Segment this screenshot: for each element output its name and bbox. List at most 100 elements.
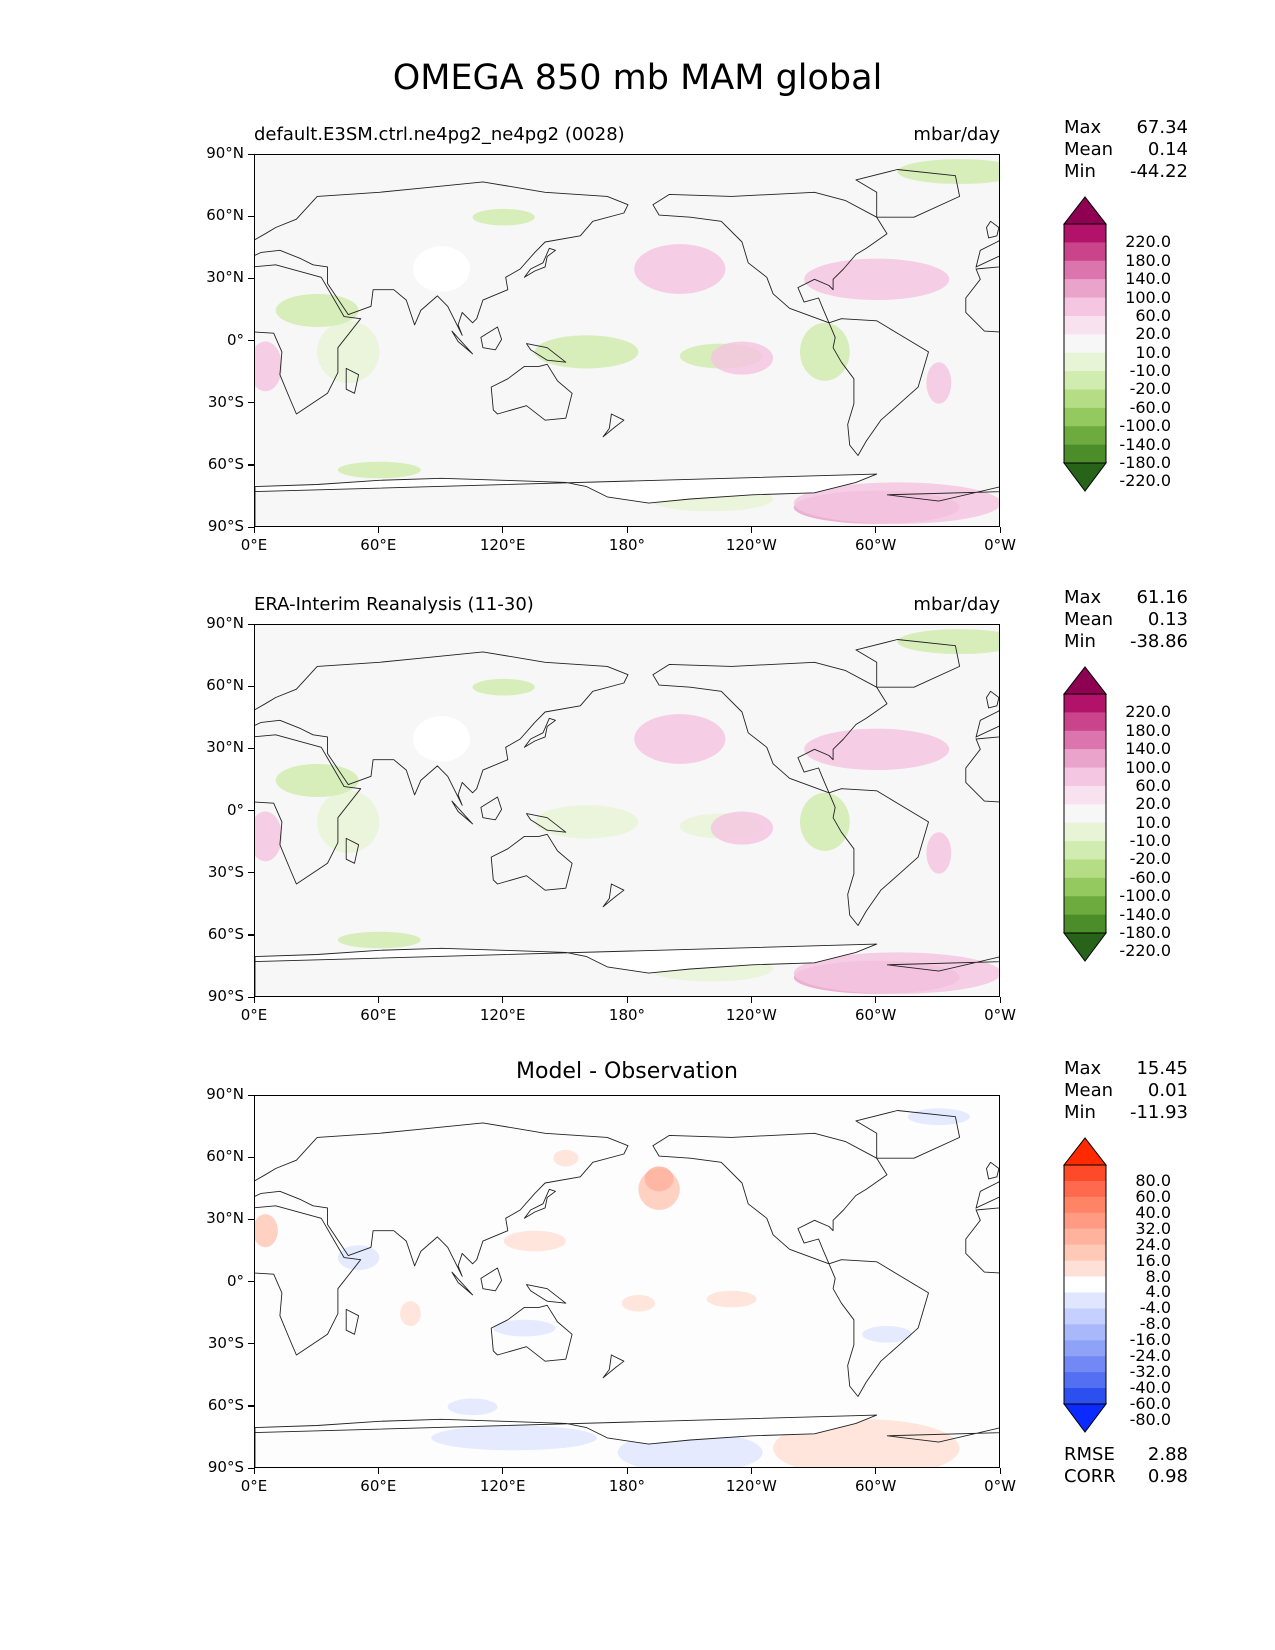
- colorbar-tick-label: -32.0: [1129, 1362, 1171, 1382]
- lon-tick: [253, 1468, 255, 1474]
- lon-tick: [377, 527, 380, 533]
- colorbar-segment: [1064, 1196, 1106, 1214]
- lat-tick: [248, 1156, 254, 1158]
- colorbar-segment: [1064, 804, 1106, 824]
- lat-tick-label: 60°S: [207, 454, 244, 473]
- colorbar-tick-label: 100.0: [1125, 287, 1171, 307]
- coastline: [523, 247, 556, 278]
- stat-max-label: Max: [1064, 1058, 1102, 1079]
- coastline: [526, 343, 567, 363]
- stat-min-value: -38.86: [1129, 631, 1188, 652]
- anomaly-contour: [255, 341, 282, 392]
- lon-tick-label: 0°E: [240, 536, 268, 554]
- colorbar-tick-label: 20.0: [1135, 324, 1171, 344]
- lon-tick-label: 60°E: [360, 1006, 397, 1024]
- colorbar-tick-label: -220.0: [1119, 941, 1171, 961]
- coastline: [255, 473, 878, 526]
- anomaly-contour: [799, 322, 850, 381]
- coastline: [965, 736, 999, 803]
- colorbar-tick-label: -20.0: [1129, 379, 1171, 399]
- colorbar-segment: [1064, 1292, 1106, 1309]
- coastline: [965, 266, 999, 333]
- colorbar-tick-label: 60.0: [1135, 305, 1171, 325]
- stats-box: Max 67.34 Mean 0.14 Min -44.22: [1064, 117, 1188, 183]
- coastline: [451, 330, 474, 355]
- colorbar-tick-label: -10.0: [1129, 361, 1171, 381]
- colorbar-segment: [1064, 767, 1106, 787]
- colorbar-tick-label: 180.0: [1125, 720, 1171, 740]
- colorbar-tick-label: -60.0: [1129, 1394, 1171, 1413]
- lat-tick-label: 30°S: [207, 1333, 244, 1352]
- coastline: [255, 1122, 629, 1277]
- colorbar-segment: [1064, 297, 1106, 317]
- lon-tick-label: 60°W: [854, 536, 897, 554]
- anomaly-contour: [337, 461, 421, 479]
- colorbar-segment: [1064, 1356, 1106, 1373]
- stat-max: Max 15.45: [1064, 1058, 1188, 1080]
- colorbar-segment: [1064, 785, 1106, 805]
- colorbar-tick-label: 8.0: [1145, 1266, 1171, 1286]
- lon-tick: [502, 997, 504, 1003]
- lon-tick: [377, 1468, 380, 1474]
- lon-tick-label: 60°E: [360, 1477, 397, 1495]
- stat-min-label: Min: [1064, 1102, 1096, 1123]
- lat-tick: [248, 277, 254, 280]
- anomaly-contour: [897, 629, 999, 655]
- lon-tick-label: 60°W: [854, 1006, 897, 1024]
- stat-min: Min -44.22: [1064, 161, 1188, 183]
- lon-tick: [253, 527, 255, 533]
- coastline: [602, 1354, 625, 1379]
- lat-tick-label: 60°S: [207, 1395, 244, 1414]
- anomaly-contour: [255, 811, 282, 862]
- coastline: [602, 883, 625, 908]
- anomaly-contour: [493, 1319, 556, 1337]
- anomaly-contour: [275, 293, 359, 327]
- colorbar-segment: [1064, 1372, 1106, 1389]
- stats-box: Max 15.45 Mean 0.01 Min -11.93: [1064, 1058, 1188, 1124]
- colorbar-segment: [1064, 749, 1106, 769]
- lon-tick-label: 60°W: [854, 1477, 897, 1495]
- colorbar-tick-label: 60.0: [1135, 775, 1171, 795]
- colorbar-tick-label: 20.0: [1135, 794, 1171, 814]
- anomaly-contour: [804, 728, 950, 771]
- lat-tick: [248, 810, 254, 812]
- coastline: [255, 943, 878, 996]
- coastline: [828, 318, 929, 456]
- lon-tick-label: 0°W: [984, 536, 1016, 554]
- coastline: [490, 363, 573, 421]
- coastline: [255, 264, 362, 415]
- lon-tick: [626, 1468, 628, 1474]
- coastline: [602, 413, 625, 438]
- lon-tick: [875, 527, 877, 533]
- lat-tick: [248, 153, 254, 155]
- anomaly-contour: [337, 931, 421, 949]
- lat-tick-label: 60°S: [207, 924, 244, 943]
- coastline: [986, 690, 999, 709]
- colorbar-segment: [1064, 1212, 1106, 1230]
- colorbar-segment: [1064, 712, 1106, 732]
- lat-tick-label: 90°N: [206, 144, 244, 162]
- coastline: [490, 833, 573, 891]
- lon-tick: [626, 527, 628, 533]
- stat-min-value: -11.93: [1129, 1102, 1188, 1123]
- colorbar-tick-label: 140.0: [1125, 739, 1171, 759]
- stat-mean: Mean 0.01: [1064, 1080, 1188, 1102]
- anomaly-contour: [804, 258, 950, 301]
- lat-tick-label: 60°N: [206, 1147, 244, 1166]
- colorbar-tick-label: 80.0: [1135, 1170, 1171, 1190]
- colorbar-segment: [1064, 1228, 1106, 1246]
- anomaly-contour: [472, 678, 535, 696]
- stat-mean-label: Mean: [1064, 1080, 1114, 1101]
- lon-tick: [750, 1468, 753, 1474]
- lat-tick-label: 30°S: [207, 392, 244, 411]
- colorbar-tick-label: 180.0: [1125, 250, 1171, 270]
- lat-tick-label: 90°S: [207, 987, 244, 1005]
- colorbar-tick-label: -20.0: [1129, 849, 1171, 869]
- colorbar-tick-label: -60.0: [1129, 867, 1171, 887]
- coastline: [855, 169, 961, 218]
- colorbar-segment: [1064, 896, 1106, 916]
- lat-tick: [248, 747, 254, 750]
- lat-tick: [248, 340, 254, 342]
- coastline: [345, 837, 360, 864]
- lat-tick-label: 0°: [226, 1271, 244, 1290]
